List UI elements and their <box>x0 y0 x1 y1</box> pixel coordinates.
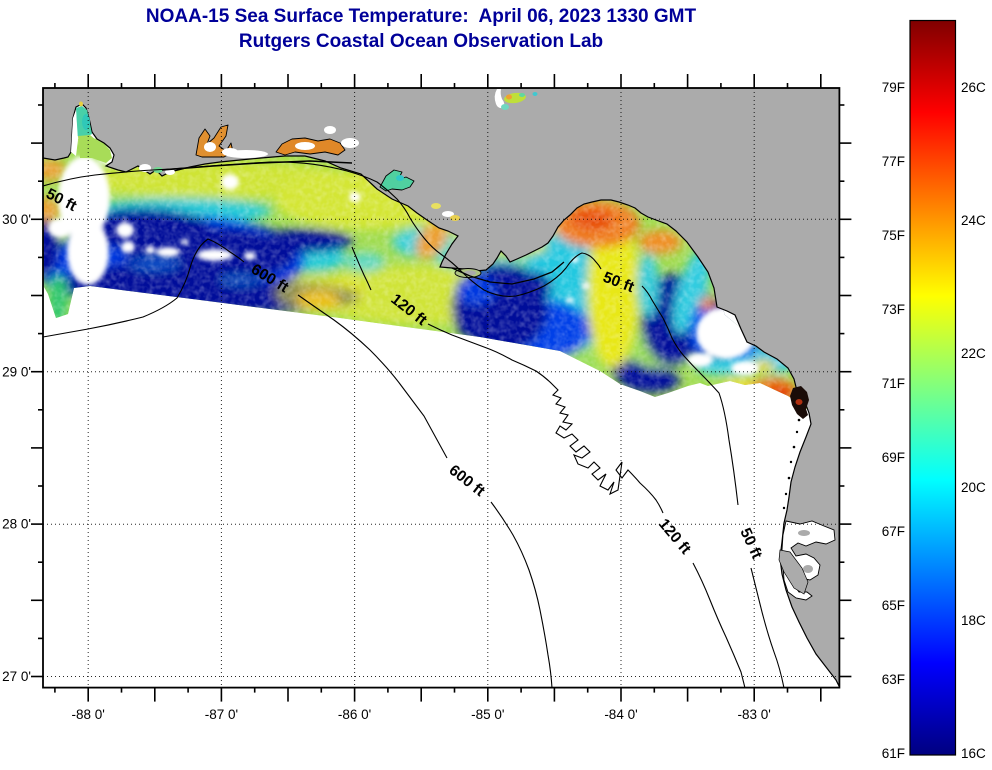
svg-text:77F: 77F <box>882 154 905 169</box>
svg-text:73F: 73F <box>882 302 905 317</box>
svg-text:-86 0': -86 0' <box>338 707 371 722</box>
svg-text:24C: 24C <box>961 213 986 228</box>
svg-text:-85 0': -85 0' <box>471 707 504 722</box>
svg-text:71F: 71F <box>882 376 905 391</box>
svg-text:29 0': 29 0' <box>2 364 31 379</box>
svg-text:79F: 79F <box>882 80 905 95</box>
svg-text:69F: 69F <box>882 450 905 465</box>
svg-text:67F: 67F <box>882 524 905 539</box>
svg-text:-84 0': -84 0' <box>604 707 637 722</box>
svg-text:-88 0': -88 0' <box>72 707 105 722</box>
svg-text:-83 0': -83 0' <box>738 707 771 722</box>
svg-text:22C: 22C <box>961 346 986 361</box>
svg-text:20C: 20C <box>961 480 986 495</box>
svg-text:50 ft: 50 ft <box>736 526 765 562</box>
svg-text:18C: 18C <box>961 613 986 628</box>
svg-text:16C: 16C <box>961 746 986 761</box>
svg-text:30 0': 30 0' <box>2 212 31 227</box>
svg-text:27 0': 27 0' <box>2 669 31 684</box>
svg-text:28 0': 28 0' <box>2 517 31 532</box>
svg-text:75F: 75F <box>882 228 905 243</box>
svg-text:65F: 65F <box>882 598 905 613</box>
svg-text:63F: 63F <box>882 672 905 687</box>
svg-text:-87 0': -87 0' <box>205 707 238 722</box>
svg-text:600 ft: 600 ft <box>446 462 488 500</box>
svg-text:26C: 26C <box>961 80 986 95</box>
svg-text:120 ft: 120 ft <box>655 516 694 558</box>
svg-text:61F: 61F <box>882 746 905 761</box>
